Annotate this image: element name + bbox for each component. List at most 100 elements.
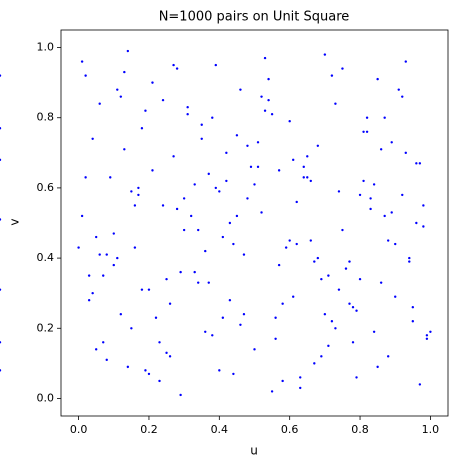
point <box>267 98 270 102</box>
point <box>302 176 305 179</box>
point <box>207 281 210 284</box>
point <box>105 358 108 362</box>
x-tick-label: 1.0 <box>422 423 440 436</box>
y-axis-label: v <box>8 218 22 225</box>
point <box>341 228 344 232</box>
point <box>260 95 263 98</box>
point <box>401 95 404 98</box>
point <box>144 369 147 372</box>
point <box>253 183 256 186</box>
y-tick-label: 0.6 <box>37 181 55 194</box>
point <box>372 330 376 333</box>
point <box>415 221 418 225</box>
point <box>263 109 267 112</box>
point <box>425 337 429 340</box>
point <box>130 190 133 193</box>
point <box>277 263 281 267</box>
point <box>112 263 115 267</box>
point <box>323 53 327 56</box>
point <box>179 270 182 274</box>
point <box>383 116 386 119</box>
point <box>256 165 260 169</box>
point <box>161 204 165 207</box>
point <box>137 186 140 190</box>
point <box>0 127 2 130</box>
point <box>0 158 2 162</box>
point <box>341 67 344 70</box>
point <box>175 207 179 211</box>
point <box>337 190 341 193</box>
point <box>182 197 186 200</box>
point <box>214 186 217 190</box>
point <box>306 155 309 158</box>
point <box>425 334 429 337</box>
point <box>165 351 168 355</box>
point <box>105 253 108 256</box>
point <box>133 246 137 249</box>
point <box>337 288 341 291</box>
point <box>168 355 172 358</box>
point <box>193 183 196 186</box>
point <box>94 235 98 239</box>
point <box>376 77 379 81</box>
point <box>379 281 383 284</box>
point <box>235 214 239 218</box>
point <box>411 306 415 309</box>
point <box>175 67 179 70</box>
point <box>87 299 91 302</box>
y-tick-label: 0.8 <box>37 111 55 124</box>
x-tick-label: 0.2 <box>140 423 158 436</box>
point <box>429 330 432 333</box>
point <box>91 291 94 295</box>
point <box>351 341 355 344</box>
point <box>362 130 365 133</box>
point <box>0 288 2 291</box>
point <box>323 313 327 316</box>
point <box>211 116 214 119</box>
point <box>376 365 379 369</box>
point <box>197 281 200 284</box>
point <box>130 327 133 330</box>
point <box>418 162 422 165</box>
point <box>299 376 302 379</box>
point <box>351 306 355 309</box>
point <box>320 355 323 358</box>
point <box>281 302 284 305</box>
point <box>221 235 225 239</box>
point <box>102 274 105 277</box>
point <box>232 372 235 376</box>
point <box>270 113 274 116</box>
point <box>221 316 225 319</box>
point <box>330 320 334 323</box>
point <box>394 295 397 298</box>
point <box>197 228 200 232</box>
point <box>147 372 151 376</box>
point <box>242 313 246 316</box>
point <box>193 270 196 274</box>
point <box>228 299 232 302</box>
point <box>211 334 214 337</box>
point <box>404 60 407 63</box>
y-tick-label: 0.0 <box>37 391 55 404</box>
point <box>94 348 98 351</box>
point <box>281 379 284 383</box>
point <box>390 211 393 214</box>
point <box>232 242 235 246</box>
point <box>327 274 330 277</box>
point <box>0 218 2 221</box>
point <box>309 239 312 242</box>
point <box>365 116 369 119</box>
point <box>168 302 172 305</box>
point <box>355 376 358 379</box>
point <box>239 323 242 326</box>
point <box>306 176 309 179</box>
point <box>263 56 267 60</box>
point <box>0 369 2 372</box>
point <box>334 327 337 330</box>
point <box>182 228 186 232</box>
point <box>299 386 302 390</box>
point <box>348 260 351 263</box>
point <box>369 207 372 211</box>
chart-title: N=1000 pairs on Unit Square <box>159 10 350 25</box>
point <box>256 141 260 144</box>
